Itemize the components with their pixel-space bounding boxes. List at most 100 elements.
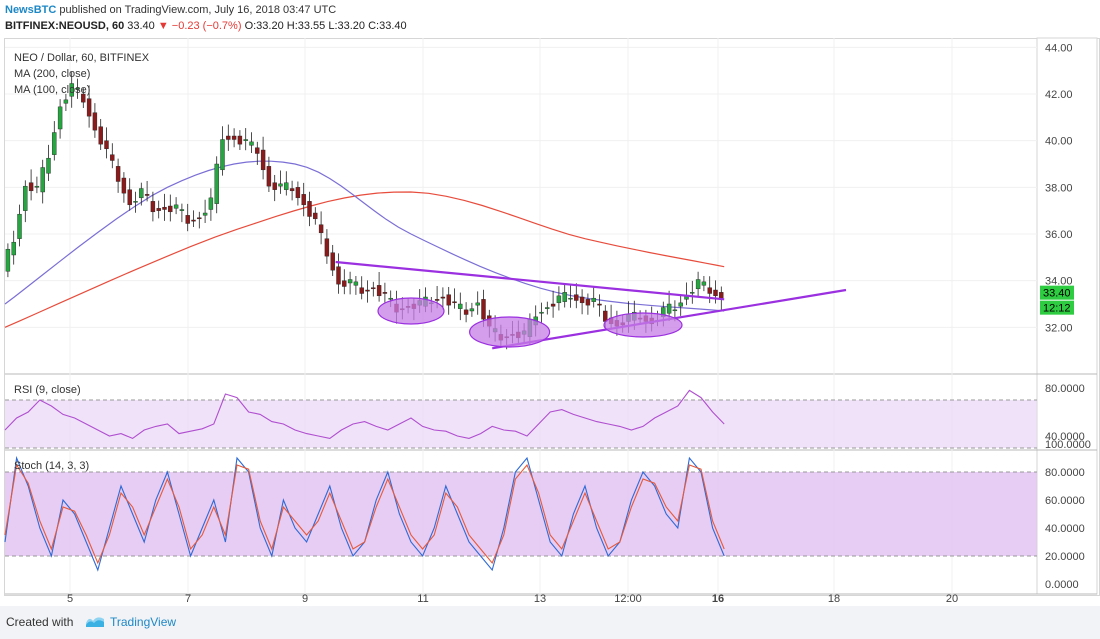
candle-body — [568, 297, 573, 300]
candle-body — [284, 182, 289, 190]
candle-body — [574, 294, 579, 301]
candle-body — [707, 287, 712, 294]
candle-body — [666, 303, 672, 314]
legend-entry: MA (100, close) — [14, 84, 90, 96]
rsi-tick-label: 40.0000 — [1045, 431, 1085, 443]
candle-body — [562, 292, 567, 302]
candle-body — [86, 98, 92, 117]
candle-body — [260, 149, 266, 171]
countdown-label: 12:12 — [1043, 303, 1071, 315]
legend-entry: MA (200, close) — [14, 68, 90, 80]
candle-body — [69, 83, 74, 97]
candle-body — [591, 297, 596, 302]
candle-body — [98, 126, 103, 145]
candle-body — [208, 197, 214, 210]
price-axis-area — [1036, 37, 1098, 595]
candle-body — [359, 287, 364, 294]
candle-body — [63, 99, 69, 104]
candle-body — [458, 303, 463, 309]
candle-body — [579, 296, 585, 304]
ma200-line — [4, 191, 725, 328]
footer: Created with TradingView — [0, 606, 1100, 639]
candle-body — [249, 141, 254, 146]
candle-body — [545, 307, 550, 309]
chart-svg[interactable]: 5 7 9 11 13 12:00 16 18 20 44.00 42.00 40.00 38.00 36… — [0, 0, 1100, 606]
candle-body — [672, 309, 678, 312]
candle-body — [133, 201, 138, 203]
pattern-ellipse — [603, 312, 683, 338]
candle-body — [289, 188, 295, 192]
rsi-tick-label: 80.0000 — [1045, 383, 1085, 395]
y-tick-label: 42.00 — [1045, 89, 1073, 101]
y-tick-label: 34.00 — [1045, 276, 1073, 288]
candle-body — [295, 187, 301, 199]
stoch-band — [5, 472, 1037, 556]
x-tick-label: 20 — [946, 593, 958, 605]
candle-body — [115, 166, 121, 182]
stoch-title: Stoch (14, 3, 3) — [14, 460, 89, 472]
candle-body — [75, 87, 80, 90]
candle-body — [168, 205, 173, 213]
candle-body — [162, 206, 167, 210]
x-tick-label: 13 — [534, 593, 546, 605]
open-price: 33.40 — [127, 20, 155, 32]
x-tick-label: 12:00 — [614, 593, 642, 605]
candle-body — [185, 215, 190, 224]
candle-body — [266, 166, 272, 187]
candle-body — [678, 302, 683, 307]
candle-body — [342, 280, 347, 287]
candle-body — [388, 297, 393, 300]
candle-body — [150, 201, 156, 213]
created-with-label: Created with — [6, 615, 74, 629]
candle-body — [701, 281, 707, 286]
candle-body — [330, 252, 335, 271]
symbol-ohlc-line: BITFINEX:NEOUSD, 60 33.40 ▼ −0.23 (−0.7%… — [5, 20, 407, 32]
candle-body — [237, 135, 243, 145]
x-tick-label: 11 — [417, 593, 428, 605]
publisher-name[interactable]: NewsBTC — [5, 4, 57, 16]
ohlc-values: O:33.20 H:33.55 L:33.20 C:33.40 — [244, 20, 407, 32]
stoch-tick-label: 100.0000 — [1045, 439, 1091, 451]
y-tick-label: 32.00 — [1045, 322, 1073, 334]
candle-body — [434, 299, 440, 301]
stoch-tick-label: 0.0000 — [1045, 579, 1079, 591]
candle-body — [481, 299, 486, 320]
candle-body — [156, 208, 161, 211]
candle-body — [173, 204, 179, 209]
candle-body — [556, 295, 562, 304]
candle-body — [81, 93, 86, 103]
x-tick-label: 7 — [185, 593, 191, 605]
candle-body — [463, 309, 469, 315]
candle-body — [713, 289, 718, 297]
candle-body — [104, 140, 109, 150]
x-tick-label: 9 — [302, 593, 308, 605]
candle-body — [301, 194, 306, 206]
tradingview-brand[interactable]: TradingView — [110, 615, 177, 629]
candle-body — [179, 209, 185, 211]
candle-body — [469, 308, 475, 312]
last-price-label: 33.40 — [1043, 288, 1071, 300]
candle-body — [197, 217, 202, 220]
stoch-tick-label: 80.0000 — [1045, 467, 1085, 479]
candle-body — [139, 188, 144, 199]
candle-body — [452, 301, 457, 304]
y-tick-label: 36.00 — [1045, 229, 1073, 241]
candle-body — [446, 294, 451, 306]
x-tick-label: 16 — [712, 593, 724, 605]
rsi-title: RSI (9, close) — [14, 384, 81, 396]
price-change: ▼ −0.23 (−0.7%) — [157, 20, 242, 32]
y-tick-label: 40.00 — [1045, 136, 1073, 148]
y-tick-label: 44.00 — [1045, 42, 1073, 54]
candle-body — [313, 212, 318, 220]
candle-body — [255, 147, 260, 154]
candle-body — [353, 281, 359, 286]
stoch-tick-label: 60.0000 — [1045, 495, 1085, 507]
candle-body — [191, 219, 196, 222]
candle-body — [220, 139, 225, 171]
last-price-tag — [1040, 285, 1074, 300]
pattern-ellipse — [377, 297, 445, 325]
candle-body — [695, 279, 701, 290]
tradingview-logo-icon[interactable] — [84, 613, 106, 629]
candle-body — [57, 106, 63, 130]
candle-body — [318, 224, 324, 234]
